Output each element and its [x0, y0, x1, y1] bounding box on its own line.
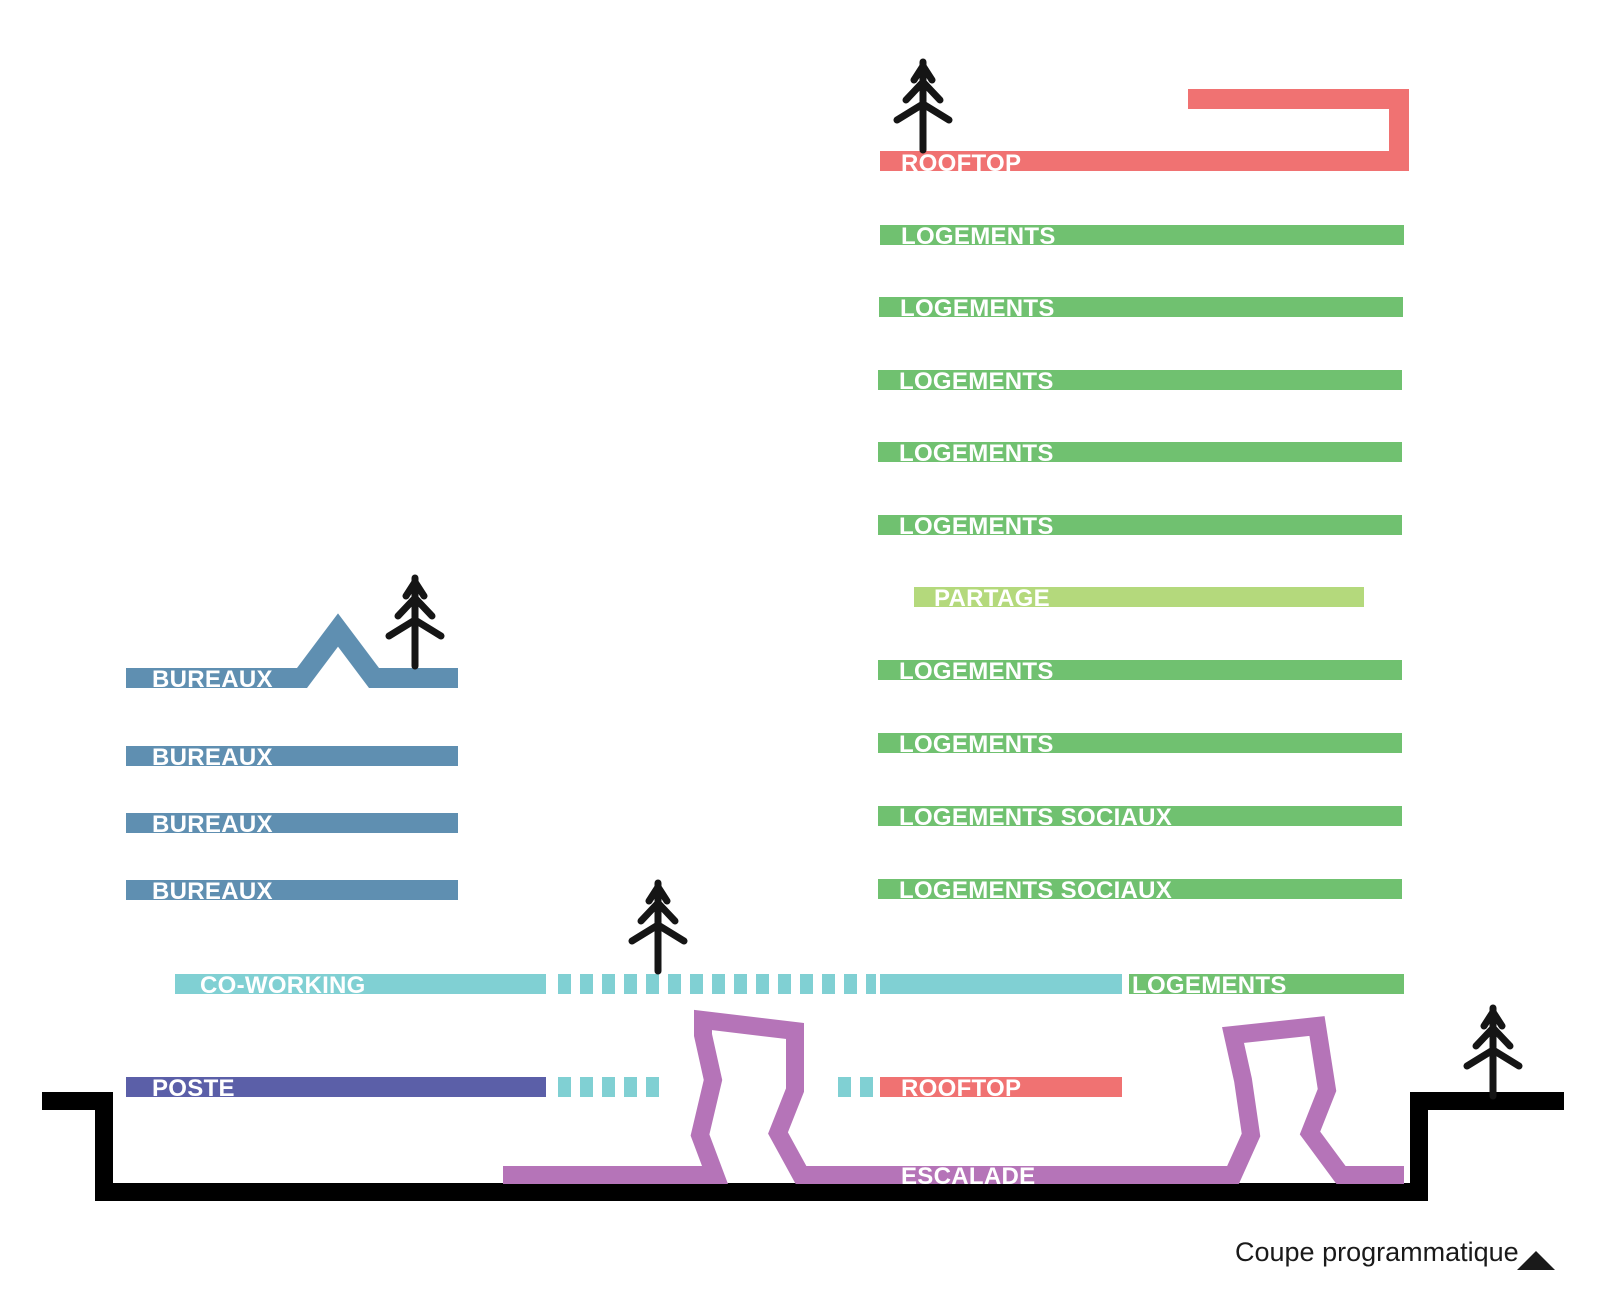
coworking-level: CO-WORKING LOGEMENTS — [175, 972, 1404, 999]
rooftop-low-label: ROOFTOP — [901, 1075, 1021, 1102]
bureaux-levels: BUREAUX BUREAUX BUREAUX BUREAUX — [126, 613, 458, 905]
bureaux-label-4: BUREAUX — [152, 878, 273, 905]
logements-label-3: LOGEMENTS — [899, 368, 1054, 395]
escalade-level: ESCALADE — [503, 1009, 1404, 1190]
ground-outline — [42, 1092, 1564, 1201]
tree-icon — [389, 578, 441, 666]
logements-label-7: LOGEMENTS — [899, 731, 1054, 758]
poste-label: POSTE — [152, 1075, 235, 1102]
diagram-caption: Coupe programmatique — [1235, 1237, 1519, 1267]
rooftop-top-level: ROOFTOP — [880, 89, 1409, 177]
tree-icon — [632, 883, 684, 971]
tower-levels: LOGEMENTS LOGEMENTS LOGEMENTS LOGEMENTS … — [878, 223, 1404, 904]
rooftop-low-level: ROOFTOP — [880, 1075, 1122, 1102]
bureaux-roof — [126, 613, 458, 688]
tree-icon — [897, 62, 949, 150]
poste-level: POSTE — [126, 1075, 873, 1102]
bureaux-label-2: BUREAUX — [152, 744, 273, 771]
logements-label-2: LOGEMENTS — [900, 295, 1055, 322]
tree-icon — [1467, 1008, 1519, 1096]
logements-sociaux-label-2: LOGEMENTS SOCIAUX — [899, 877, 1172, 904]
bureaux-label-1: BUREAUX — [152, 666, 273, 693]
coworking-label: CO-WORKING — [200, 972, 366, 999]
bureaux-label-3: BUREAUX — [152, 811, 273, 838]
logements-label-5: LOGEMENTS — [899, 513, 1054, 540]
rooftop-top-label: ROOFTOP — [901, 150, 1021, 177]
escalade-label: ESCALADE — [901, 1163, 1035, 1190]
logements-label-6: LOGEMENTS — [899, 658, 1054, 685]
logements-ground-label: LOGEMENTS — [1132, 972, 1287, 999]
section-marker-icon — [1517, 1251, 1555, 1270]
logements-sociaux-label-1: LOGEMENTS SOCIAUX — [899, 804, 1172, 831]
partage-label: PARTAGE — [934, 585, 1050, 612]
logements-label-1: LOGEMENTS — [901, 223, 1056, 250]
logements-label-4: LOGEMENTS — [899, 440, 1054, 467]
